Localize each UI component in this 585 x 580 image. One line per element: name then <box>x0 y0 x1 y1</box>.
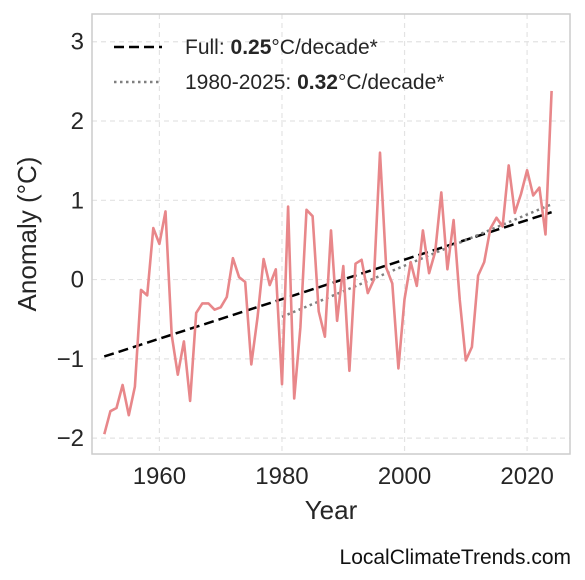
legend-label-full: Full: 0.25°C/decade* <box>185 36 378 59</box>
y-tick-label: 2 <box>71 108 84 135</box>
y-tick-label: 3 <box>71 29 84 56</box>
y-tick-label: −1 <box>57 346 84 373</box>
legend-suffix-full: °C/decade* <box>271 36 377 59</box>
legend-value-full: 0.25 <box>231 36 272 59</box>
x-tick-label: 2020 <box>500 463 553 490</box>
series-layer <box>103 90 553 435</box>
y-axis-label: Anomaly (°C) <box>12 157 42 312</box>
legend-value-recent: 0.32 <box>297 71 338 94</box>
plot-frame <box>91 13 571 455</box>
trend-line-recent <box>281 203 553 319</box>
legend: Full: 0.25°C/decade* 1980-2025: 0.32°C/d… <box>114 36 444 94</box>
legend-prefix-recent: 1980-2025: <box>185 71 297 94</box>
y-tick-label: −2 <box>57 425 84 452</box>
y-tick-label: 1 <box>71 187 84 214</box>
y-tick-label: 0 <box>71 267 84 294</box>
x-tick-label: 1980 <box>255 463 308 490</box>
legend-prefix-full: Full: <box>185 36 231 59</box>
x-tick-label: 2000 <box>378 463 431 490</box>
source-credit: LocalClimateTrends.com <box>339 546 571 569</box>
legend-suffix-recent: °C/decade* <box>338 71 444 94</box>
x-tick-label: 1960 <box>133 463 186 490</box>
anomaly-series-line <box>103 90 553 435</box>
x-axis-label: Year <box>305 495 358 525</box>
grid-lines <box>92 14 570 454</box>
legend-label-recent: 1980-2025: 0.32°C/decade* <box>185 71 444 94</box>
tick-labels: 1960 1980 2000 2020 −2 −1 0 1 2 3 <box>57 29 554 490</box>
